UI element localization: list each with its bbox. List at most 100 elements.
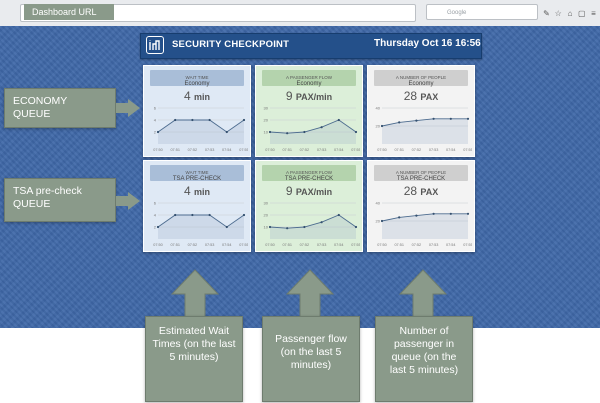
line-chart: 10 20 30 07:50 07:51 07:52 07:53 07:54 07:55 xyxy=(264,106,360,153)
x-tick-label: 07:55 xyxy=(463,148,472,152)
x-tick-label: 07:50 xyxy=(153,148,163,152)
card-queue-label: Economy xyxy=(184,81,210,87)
data-point xyxy=(156,130,160,134)
card-economy-wait-time[interactable]: WAIT TIME Economy 4 min 2 4 6 07:50 07:51 07:… xyxy=(143,65,251,157)
x-tick-label: 07:54 xyxy=(222,148,232,152)
toolbar-icons: ✎ ☆ ⌂ ▢ ≡ xyxy=(542,6,598,20)
card-queue-label: Economy xyxy=(296,81,322,87)
card-tsa-passenger-flow[interactable]: A PASSENGER FLOW TSA PRE-CHECK 9 PAX/min… xyxy=(255,160,363,252)
up-arrow-icon xyxy=(285,269,335,318)
data-point xyxy=(225,225,228,229)
y-tick-label: 20 xyxy=(264,118,269,123)
y-tick-label: 4 xyxy=(154,213,157,218)
wait-times-callout: Estimated Wait Times (on the last 5 minu… xyxy=(145,316,243,402)
data-point xyxy=(174,118,177,122)
economy-arrow-stem xyxy=(116,103,130,113)
x-tick-label: 07:54 xyxy=(446,243,456,247)
y-tick-label: 6 xyxy=(154,106,157,111)
data-point xyxy=(354,225,358,229)
y-tick-label: 2 xyxy=(154,130,157,135)
series-area xyxy=(270,215,356,239)
line-chart: 2 4 6 07:50 07:51 07:52 07:53 07:54 07:55 xyxy=(153,106,248,153)
dashboard-datetime: Thursday Oct 16 16:56 xyxy=(374,38,481,49)
passenger-count-label: Number of passenger in queue (on the las… xyxy=(389,325,459,376)
x-tick-label: 07:55 xyxy=(351,148,360,152)
series-area xyxy=(270,120,356,144)
right-arrow-icon xyxy=(128,192,140,210)
dashboard-title: SECURITY CHECKPOINT xyxy=(172,39,290,50)
star-icon[interactable]: ☆ xyxy=(554,8,562,18)
data-point xyxy=(242,213,246,217)
data-point xyxy=(320,221,323,224)
x-tick-label: 07:53 xyxy=(205,148,215,152)
series-area xyxy=(382,213,468,239)
data-point xyxy=(466,117,470,120)
x-tick-label: 07:51 xyxy=(170,243,180,247)
y-tick-label: 20 xyxy=(264,213,269,218)
home-icon[interactable]: ⌂ xyxy=(567,8,573,18)
x-tick-label: 07:53 xyxy=(205,243,215,247)
card-queue-label: Economy xyxy=(408,81,434,87)
window-icon[interactable]: ▢ xyxy=(577,8,586,18)
right-arrow-icon xyxy=(128,99,140,117)
card-economy-passenger-flow[interactable]: A PASSENGER FLOW Economy 9 PAX/min 10 20 3… xyxy=(255,65,363,157)
series-line xyxy=(381,118,468,127)
card-label-band: WAIT TIME TSA PRE-CHECK xyxy=(150,165,244,182)
data-point xyxy=(268,130,272,134)
x-tick-label: 07:52 xyxy=(188,243,198,247)
x-tick-label: 07:53 xyxy=(317,148,327,152)
x-tick-label: 07:50 xyxy=(153,243,163,247)
card-value: 4 min xyxy=(183,184,211,198)
card-metric-label: A NUMBER OF PEOPLE xyxy=(395,75,447,80)
x-tick-label: 07:54 xyxy=(334,148,344,152)
line-chart: 20 40 07:50 07:51 07:52 07:53 07:54 07:55 xyxy=(376,106,472,153)
x-tick-label: 07:55 xyxy=(239,148,248,152)
card-queue-label: TSA PRE-CHECK xyxy=(396,176,446,182)
data-point xyxy=(320,126,323,129)
data-point xyxy=(415,119,418,122)
x-tick-label: 07:53 xyxy=(429,148,439,152)
tsa-queue-callout: TSA pre-check QUEUE xyxy=(4,178,116,222)
card-metric-label: WAIT TIME xyxy=(185,75,209,80)
card-tsa-number-of-people[interactable]: A NUMBER OF PEOPLE TSA PRE-CHECK 28 PAX … xyxy=(367,160,475,252)
x-tick-label: 07:52 xyxy=(300,148,310,152)
card-economy-number-of-people[interactable]: A NUMBER OF PEOPLE Economy 28 PAX 20 40 07… xyxy=(367,65,475,157)
passenger-flow-callout: Passenger flow (on the last 5 minutes) xyxy=(262,316,360,402)
y-tick-label: 40 xyxy=(376,201,381,206)
x-tick-label: 07:54 xyxy=(334,243,344,247)
card-value: 28 PAX xyxy=(403,89,439,103)
address-bar[interactable] xyxy=(20,4,416,22)
wrench-icon[interactable]: ✎ xyxy=(543,8,550,18)
series-line xyxy=(381,213,468,222)
data-point xyxy=(398,216,401,219)
y-tick-label: 10 xyxy=(264,130,269,135)
x-tick-label: 07:50 xyxy=(265,148,275,152)
data-point xyxy=(337,118,340,122)
card-value: 4 min xyxy=(183,89,211,103)
card-metric-label: A PASSENGER FLOW xyxy=(286,170,332,175)
card-metric-label: A NUMBER OF PEOPLE xyxy=(395,170,447,175)
passenger-count-callout: Number of passenger in queue (on the las… xyxy=(375,316,473,402)
x-tick-label: 07:54 xyxy=(222,243,232,247)
up-arrow-icon xyxy=(398,269,448,318)
card-value: 9 PAX/min xyxy=(285,184,333,198)
card-tsa-wait-time[interactable]: WAIT TIME TSA PRE-CHECK 4 min 2 4 6 07:50 07… xyxy=(143,160,251,252)
card-label-band: A PASSENGER FLOW Economy xyxy=(262,70,356,87)
data-point xyxy=(242,118,246,122)
data-point xyxy=(432,117,435,120)
passenger-flow-label: Passenger flow (on the last 5 minutes) xyxy=(275,333,347,371)
dashboard-header xyxy=(140,33,482,59)
series-line xyxy=(269,119,357,134)
browser-toolbar: Dashboard URL Google ✎ ☆ ⌂ ▢ ≡ xyxy=(0,0,600,27)
series-area xyxy=(158,120,244,144)
search-input[interactable]: Google xyxy=(426,4,538,20)
data-point xyxy=(174,213,177,217)
series-line xyxy=(269,214,357,229)
y-tick-label: 30 xyxy=(264,201,269,206)
x-tick-label: 07:53 xyxy=(429,243,439,247)
card-metric-label: A PASSENGER FLOW xyxy=(286,75,332,80)
data-point xyxy=(225,130,228,134)
menu-icon[interactable]: ≡ xyxy=(591,8,596,18)
tsa-arrow-stem xyxy=(116,196,130,206)
card-value: 28 PAX xyxy=(403,184,439,198)
